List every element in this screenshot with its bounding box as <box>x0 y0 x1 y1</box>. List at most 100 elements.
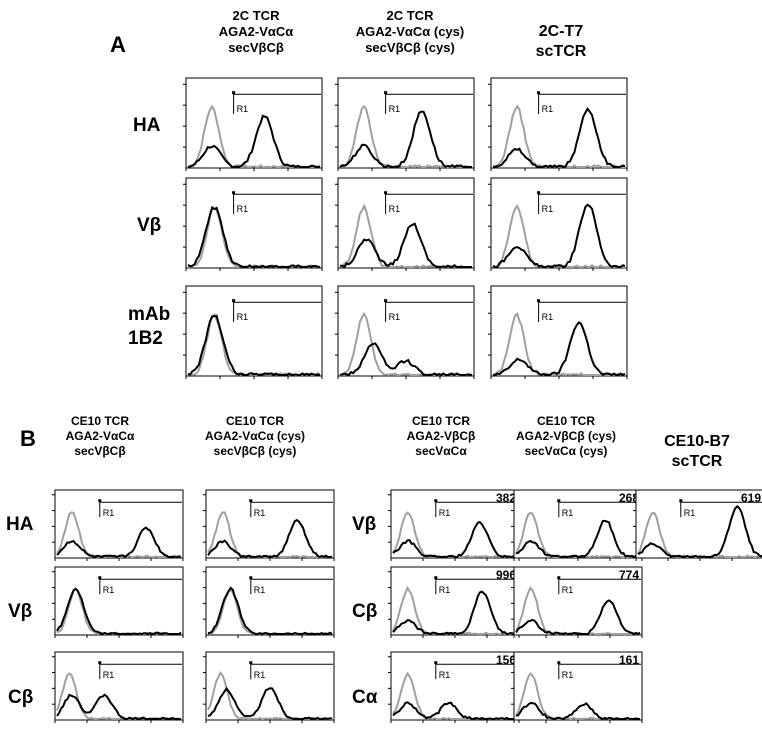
plot-frame <box>54 651 184 721</box>
black-histogram-line <box>515 701 640 721</box>
gate-label: R1 <box>439 585 451 595</box>
gate-label: R1 <box>684 508 696 518</box>
b-col1-line3: secVβCβ <box>74 444 125 458</box>
histogram-panel-a-r0-c0: R1 <box>183 77 323 171</box>
histogram-panel-a-r2-c1: R1 <box>335 285 475 379</box>
black-histogram-line <box>56 693 181 721</box>
mfi-value: 996 <box>496 568 516 582</box>
b-left-row3-label: Cβ <box>8 687 33 708</box>
mfi-value: 161 <box>619 653 639 667</box>
plot-frame <box>205 566 335 636</box>
black-histogram-line <box>637 504 762 559</box>
b-col2-line1: CE10 TCR <box>226 414 284 428</box>
gate-label: R1 <box>103 670 115 680</box>
histogram-panel-a-r2-c2: R1 <box>488 285 628 379</box>
plot-frame <box>205 489 335 559</box>
histogram-panel-b-r0-c4: R1 619 <box>633 489 762 561</box>
plot-frame <box>490 285 628 377</box>
a-col1-line1: 2C TCR <box>233 8 281 23</box>
black-histogram-line <box>492 203 626 269</box>
black-histogram-line <box>207 686 333 721</box>
plot-frame <box>337 77 475 169</box>
black-histogram-line <box>56 587 182 636</box>
histogram-panel-b-r2-c2: R1 156 <box>388 651 520 723</box>
gate-marker <box>232 299 236 303</box>
black-histogram-line <box>392 701 517 721</box>
gate-marker <box>537 91 541 95</box>
gate-marker <box>249 576 253 580</box>
gate-marker <box>434 576 438 580</box>
b-col3-line3: secVαCα <box>415 444 467 458</box>
b-col1-line1: CE10 TCR <box>71 414 129 428</box>
b-right-row2-label: Cβ <box>352 601 377 622</box>
gate-label: R1 <box>103 585 115 595</box>
plot-frame <box>337 177 475 269</box>
gate-label: R1 <box>254 670 266 680</box>
gate-marker <box>434 661 438 665</box>
gate-label: R1 <box>439 670 451 680</box>
gate-marker <box>537 191 541 195</box>
histogram-panel-b-r2-c0: R1 <box>52 651 184 723</box>
black-histogram-line <box>187 205 321 269</box>
black-histogram-line <box>392 520 518 559</box>
gate-label: R1 <box>389 104 401 114</box>
gate-marker <box>557 576 561 580</box>
mfi-value: 382 <box>496 491 516 505</box>
histogram-panel-a-r0-c1: R1 <box>335 77 475 171</box>
gate-label: R1 <box>542 104 554 114</box>
gate-label: R1 <box>103 508 115 518</box>
plot-frame <box>54 566 184 636</box>
gate-label: R1 <box>562 508 574 518</box>
histogram-panel-b-r0-c0: R1 <box>52 489 184 561</box>
b-col5-line1: CE10-B7 <box>664 433 730 450</box>
gate-marker <box>232 191 236 195</box>
gate-label: R1 <box>254 585 266 595</box>
histogram-panel-a-r0-c2: R1 <box>488 77 628 171</box>
gate-marker <box>384 91 388 95</box>
histogram-panel-b-r2-c1: R1 <box>203 651 335 723</box>
histogram-panel-a-r1-c0: R1 <box>183 177 323 271</box>
a-col3-line2: scTCR <box>536 43 587 60</box>
a-col3-line1: 2C-T7 <box>539 23 584 40</box>
b-col5-line2: scTCR <box>672 453 723 470</box>
b-col4-line2: AGA2-VβCβ (cys) <box>516 429 616 443</box>
gate-marker <box>232 91 236 95</box>
histogram-panel-a-r1-c2: R1 <box>488 177 628 271</box>
gate-marker <box>98 499 102 503</box>
gate-label: R1 <box>237 104 249 114</box>
gate-marker <box>249 499 253 503</box>
black-histogram-line <box>339 342 472 377</box>
black-histogram-line <box>493 106 626 169</box>
gate-marker <box>249 661 253 665</box>
gate-marker <box>537 299 541 303</box>
gate-marker <box>98 661 102 665</box>
mfi-value: 619 <box>741 491 761 505</box>
gate-label: R1 <box>237 204 249 214</box>
black-histogram-line <box>515 599 641 636</box>
gate-label: R1 <box>542 204 554 214</box>
gate-label: R1 <box>562 585 574 595</box>
gray-histogram-line <box>492 104 625 169</box>
histogram-panel-b-r0-c1: R1 <box>203 489 335 561</box>
b-col1-line2: AGA2-VαCα <box>66 429 135 443</box>
histogram-panel-b-r1-c3: R1 774 <box>511 566 643 638</box>
gray-histogram-line <box>392 585 518 636</box>
a-row1-label: HA <box>133 115 161 136</box>
b-right-row3-label: Cα <box>352 687 378 708</box>
gate-marker <box>384 191 388 195</box>
histogram-panel-a-r2-c0: R1 <box>183 285 323 379</box>
gate-label: R1 <box>439 508 451 518</box>
black-histogram-line <box>493 321 626 377</box>
b-right-row1-label: Vβ <box>352 514 376 535</box>
b-col4-line3: secVαCα (cys) <box>525 444 608 458</box>
a-col2-line2: AGA2-VαCα (cys) <box>356 24 464 39</box>
gate-marker <box>557 661 561 665</box>
a-row3-label-line1: mAb <box>128 304 170 325</box>
panel-a-label: A <box>110 32 126 57</box>
gate-label: R1 <box>562 670 574 680</box>
a-col2-line1: 2C TCR <box>387 8 435 23</box>
gate-label: R1 <box>389 312 401 322</box>
black-histogram-line <box>340 222 472 269</box>
